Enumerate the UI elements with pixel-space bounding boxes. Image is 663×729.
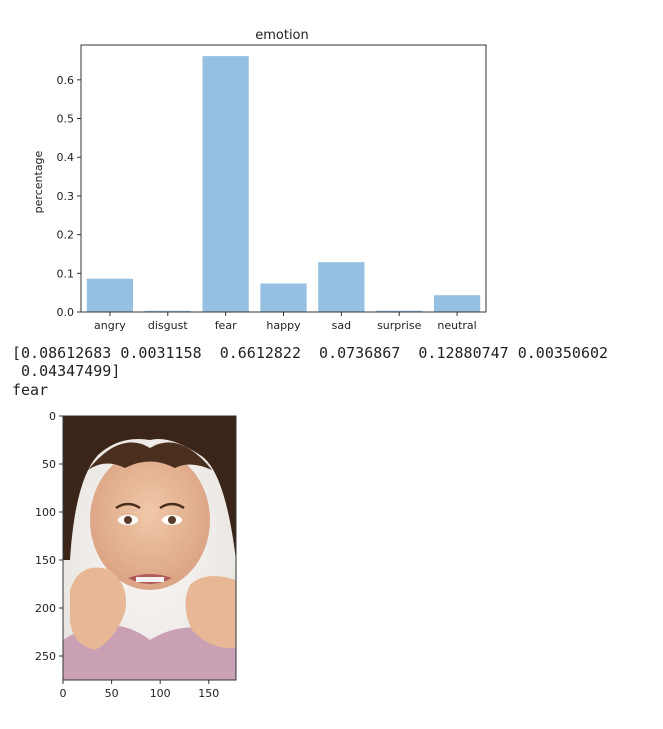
x-tick-label: happy [266,319,301,332]
y-tick-label: 0.1 [57,267,75,280]
image-x-tick-label: 50 [105,687,119,700]
y-tick-label: 0.5 [57,113,75,126]
image-x-ticks: 0 50 100 150 [60,680,219,700]
image-x-tick-label: 0 [60,687,67,700]
bar-surprise [376,310,423,312]
x-tick-label: neutral [437,319,476,332]
y-tick-label: 0.2 [57,229,75,242]
image-x-tick-label: 100 [150,687,171,700]
y-tick-label: 0.4 [57,151,75,164]
x-tick-label: fear [215,319,237,332]
bar-fear [202,56,249,312]
image-y-tick-label: 250 [35,650,56,663]
bar-angry [86,278,134,312]
y-axis-label: percentage [32,150,45,213]
probability-array-line-2: 0.04347499] [12,362,121,380]
x-tick-label: surprise [377,319,422,332]
image-y-ticks: 0 50 100 150 200 250 [35,410,63,663]
image-x-tick-label: 150 [198,687,219,700]
bar-neutral [433,295,481,312]
image-y-tick-label: 50 [42,458,56,471]
x-ticks-group: angry disgust fear happy sad surprise neutral [94,312,477,332]
plot-frame [80,44,487,313]
image-y-tick-label: 100 [35,506,56,519]
bars-group [86,56,481,312]
bar-disgust [144,310,191,312]
predicted-emotion: fear [12,381,49,399]
image-frame [62,415,237,681]
face-photo [63,416,236,680]
bar-happy [260,283,307,312]
image-y-tick-label: 0 [49,410,56,423]
x-tick-label: sad [332,319,351,332]
y-tick-label: 0.3 [57,190,75,203]
image-y-tick-label: 150 [35,554,56,567]
image-y-tick-label: 200 [35,602,56,615]
y-ticks-group: 0.0 0.1 0.2 0.3 0.4 0.5 0.6 [57,74,81,319]
bar-sad [318,262,365,312]
x-tick-label: disgust [148,319,188,332]
emotion-bar-chart: emotion percentage 0.0 0.1 0.2 0.3 0.4 0.5 0.6… [32,28,487,332]
y-tick-label: 0.0 [57,306,75,319]
y-tick-label: 0.6 [57,74,75,87]
probability-array-line-1: [0.08612683 0.0031158 0.6612822 0.073686… [12,344,609,362]
chart-title: emotion [255,28,309,43]
x-tick-label: angry [94,319,126,332]
